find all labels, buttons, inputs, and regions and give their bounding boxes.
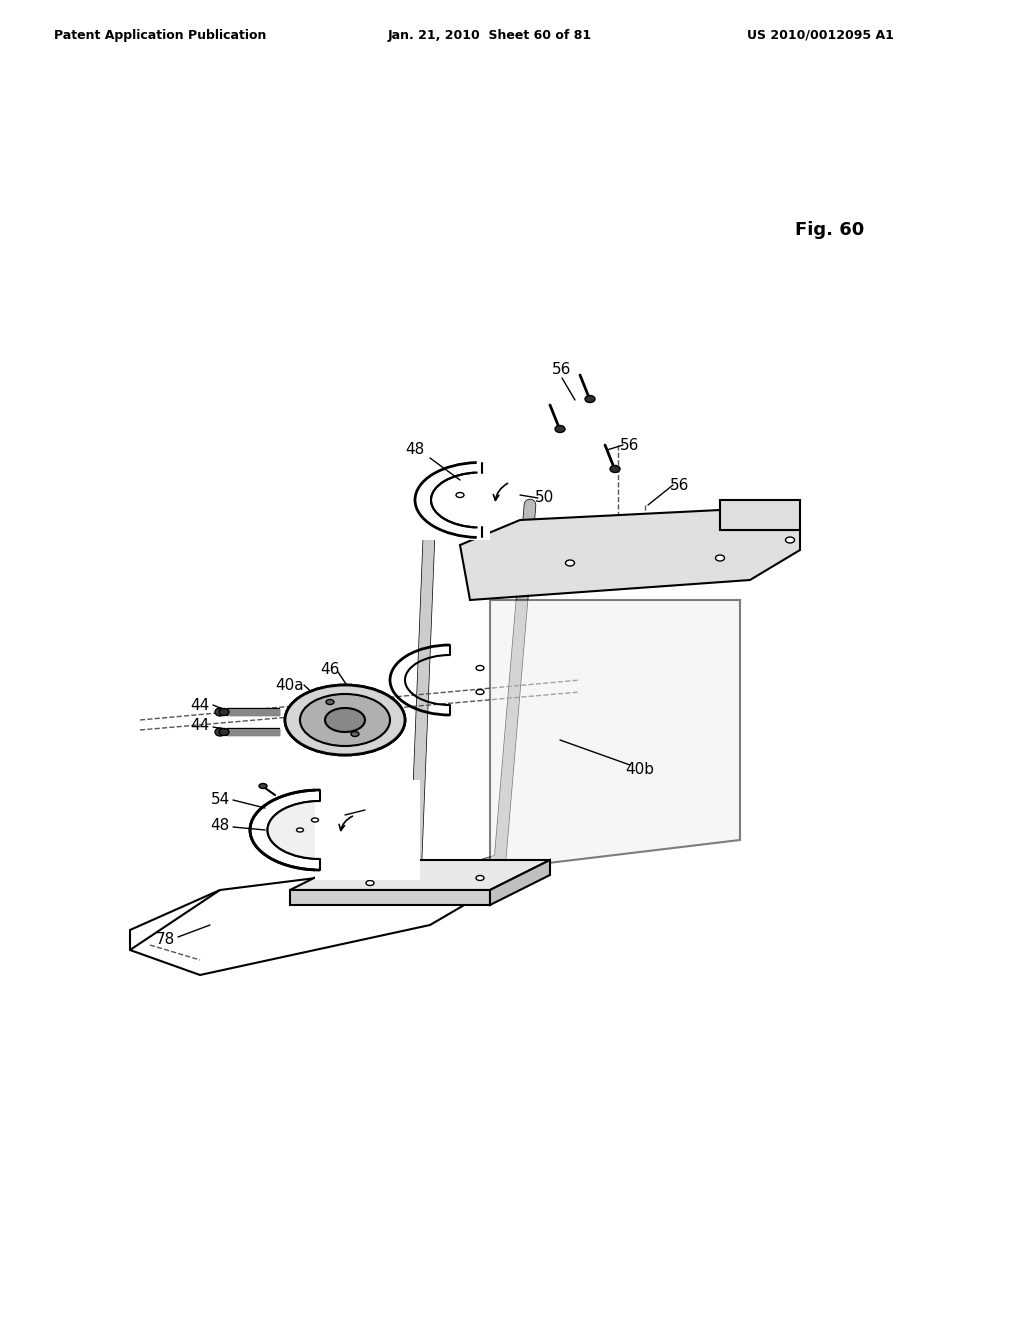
Ellipse shape — [366, 880, 374, 886]
Text: 48: 48 — [406, 442, 425, 458]
Text: 44: 44 — [190, 697, 210, 713]
Ellipse shape — [311, 818, 318, 822]
Ellipse shape — [215, 708, 225, 715]
Polygon shape — [290, 861, 550, 890]
Text: 48: 48 — [210, 817, 229, 833]
Polygon shape — [720, 500, 800, 531]
Ellipse shape — [610, 466, 620, 473]
Ellipse shape — [300, 694, 390, 746]
Ellipse shape — [785, 537, 795, 543]
Text: 56: 56 — [552, 363, 571, 378]
Ellipse shape — [259, 784, 267, 788]
Ellipse shape — [325, 708, 365, 733]
Ellipse shape — [351, 731, 359, 737]
Ellipse shape — [351, 733, 359, 738]
Ellipse shape — [250, 789, 390, 870]
Ellipse shape — [285, 685, 406, 755]
Text: US 2010/0012095 A1: US 2010/0012095 A1 — [746, 29, 893, 41]
Ellipse shape — [555, 425, 565, 433]
Polygon shape — [490, 601, 740, 870]
Ellipse shape — [585, 396, 595, 403]
Ellipse shape — [297, 828, 303, 832]
Polygon shape — [315, 780, 420, 880]
Text: Patent Application Publication: Patent Application Publication — [54, 29, 266, 41]
Text: 44: 44 — [190, 718, 210, 733]
Ellipse shape — [300, 694, 390, 746]
Text: Fig. 60: Fig. 60 — [796, 220, 864, 239]
Ellipse shape — [325, 708, 365, 733]
Text: 54: 54 — [210, 792, 229, 808]
Ellipse shape — [285, 685, 406, 755]
Text: 46: 46 — [321, 663, 340, 677]
Polygon shape — [410, 459, 490, 540]
Text: 50: 50 — [366, 803, 385, 817]
Polygon shape — [460, 510, 800, 601]
Ellipse shape — [326, 697, 334, 702]
Ellipse shape — [716, 554, 725, 561]
Ellipse shape — [476, 875, 484, 880]
Polygon shape — [490, 861, 550, 906]
Ellipse shape — [456, 492, 464, 498]
Ellipse shape — [326, 700, 334, 705]
Text: 40b: 40b — [626, 763, 654, 777]
Ellipse shape — [476, 665, 484, 671]
Polygon shape — [290, 890, 490, 906]
Ellipse shape — [267, 801, 373, 859]
Text: 40a: 40a — [275, 677, 304, 693]
Ellipse shape — [215, 729, 225, 737]
Ellipse shape — [219, 709, 229, 715]
Text: 56: 56 — [671, 478, 690, 492]
Ellipse shape — [219, 729, 229, 735]
Text: 56: 56 — [621, 437, 640, 453]
Text: 78: 78 — [156, 932, 175, 948]
Text: Jan. 21, 2010  Sheet 60 of 81: Jan. 21, 2010 Sheet 60 of 81 — [388, 29, 592, 41]
Ellipse shape — [565, 560, 574, 566]
Text: 50: 50 — [536, 491, 555, 506]
Ellipse shape — [476, 689, 484, 694]
